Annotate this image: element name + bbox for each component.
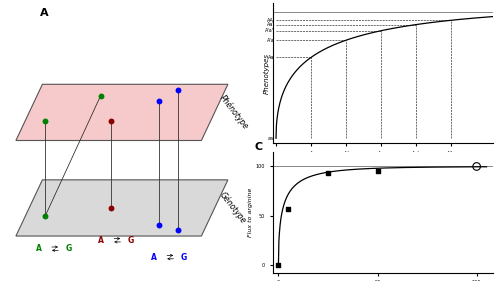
Text: Aa: Aa	[268, 55, 274, 60]
Point	[41, 119, 49, 123]
X-axis label: Genotypes: Genotypes	[364, 162, 402, 167]
Point	[108, 206, 116, 210]
Point	[274, 262, 282, 267]
Point	[41, 214, 49, 219]
Text: Aa': Aa'	[266, 22, 274, 27]
Text: G: G	[66, 244, 72, 253]
Point	[324, 171, 332, 176]
Y-axis label: Flux to arginine: Flux to arginine	[248, 187, 252, 237]
Text: Phénotype: Phénotype	[218, 93, 250, 132]
Text: A: A	[151, 253, 156, 262]
Text: A: A	[98, 236, 103, 245]
Text: G: G	[128, 236, 134, 245]
Point	[96, 93, 104, 98]
Point	[155, 223, 163, 227]
Text: aa: aa	[268, 136, 274, 141]
Text: A: A	[40, 8, 48, 19]
Point	[472, 164, 480, 169]
Polygon shape	[16, 180, 228, 236]
Y-axis label: Phenotypes: Phenotypes	[264, 53, 270, 94]
Point	[174, 228, 182, 233]
Text: AA: AA	[268, 18, 274, 23]
Point	[284, 207, 292, 211]
Point	[374, 169, 382, 174]
Text: A'a': A'a'	[265, 28, 274, 33]
Point	[155, 99, 163, 103]
Polygon shape	[16, 84, 228, 140]
Point	[108, 119, 116, 123]
Text: G: G	[181, 253, 188, 262]
Point	[174, 88, 182, 92]
Text: Génotype: Génotype	[218, 190, 248, 226]
Text: C: C	[255, 142, 263, 152]
Text: A: A	[36, 244, 42, 253]
Text: B: B	[255, 0, 264, 2]
Text: A'a: A'a	[266, 38, 274, 43]
